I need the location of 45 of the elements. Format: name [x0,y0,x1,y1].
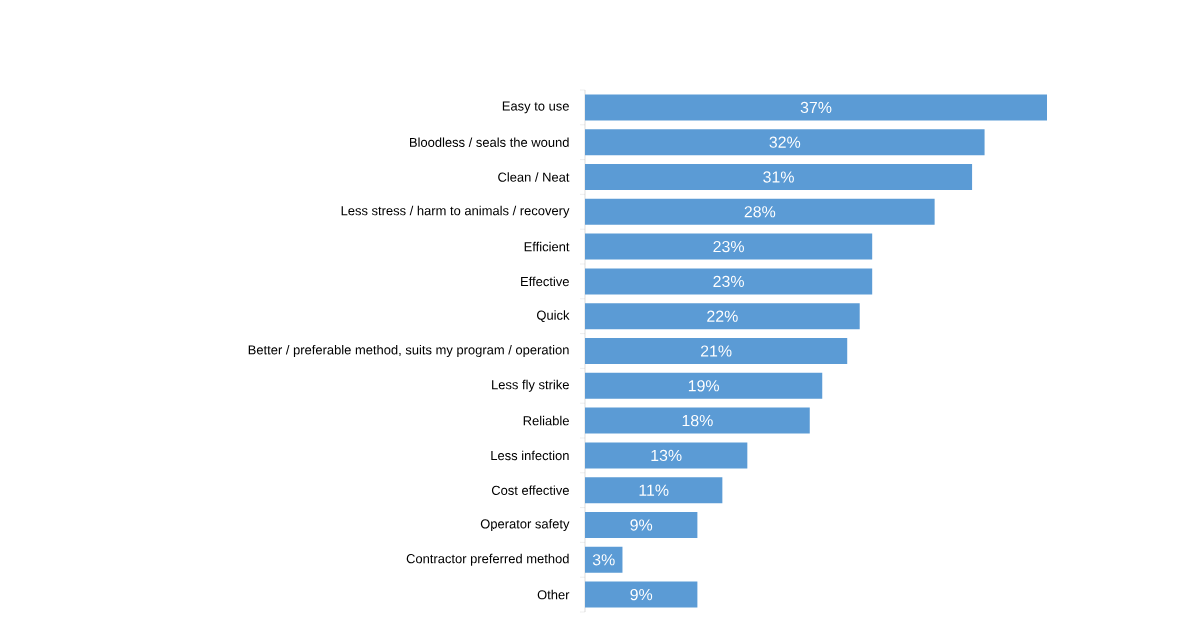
bar [585,407,810,434]
data-label: 9% [630,519,653,531]
bar [585,546,623,573]
y-tick-label: Clean / Neat [498,172,570,182]
bar [585,442,748,469]
y-tick-label: Less fly strike [492,379,569,392]
y-tick-label: Reliable [523,415,569,426]
data-label: 9% [630,588,653,601]
bar [585,372,823,399]
y-tick-label: Less infection [491,450,569,461]
y-tick-label: Other [537,589,570,600]
data-label: 18% [682,414,713,427]
data-label: 3% [592,554,615,566]
data-label: 21% [700,345,732,357]
data-label: 31% [763,171,794,183]
bar [585,337,848,364]
bar [585,581,698,608]
y-tick-label: Bloodless / seals the wound [410,137,569,147]
data-label: 37% [800,101,832,114]
data-label: 22% [707,310,738,322]
data-label: 28% [744,206,776,218]
y-tick-label: Quick [536,310,570,323]
bar [585,303,860,330]
data-label: 23% [713,275,744,288]
bar [585,198,935,225]
y-tick-label: Easy to use [502,101,569,114]
bar [585,163,973,190]
y-tick-label: Cost effective [491,485,569,495]
data-label: 11% [639,484,669,496]
bar [585,94,1048,121]
bar [585,511,698,538]
bar [585,477,723,504]
data-label: 23% [713,240,744,253]
y-tick-label: Operator safety [480,518,570,532]
y-tick-label: Less stress / harm to animals / recovery [341,205,570,218]
y-tick-label: Effective [521,276,569,287]
data-label: 32% [769,136,801,148]
data-label: 19% [688,380,720,392]
bar [585,268,873,295]
y-tick-label: Contractor preferred method [406,553,569,566]
data-label: 13% [651,449,682,462]
y-tick-label: Efficient [524,241,570,252]
bar [585,233,873,260]
bar [585,129,985,156]
y-tick-label: Better / preferable method, suits my program / operation [248,344,569,358]
